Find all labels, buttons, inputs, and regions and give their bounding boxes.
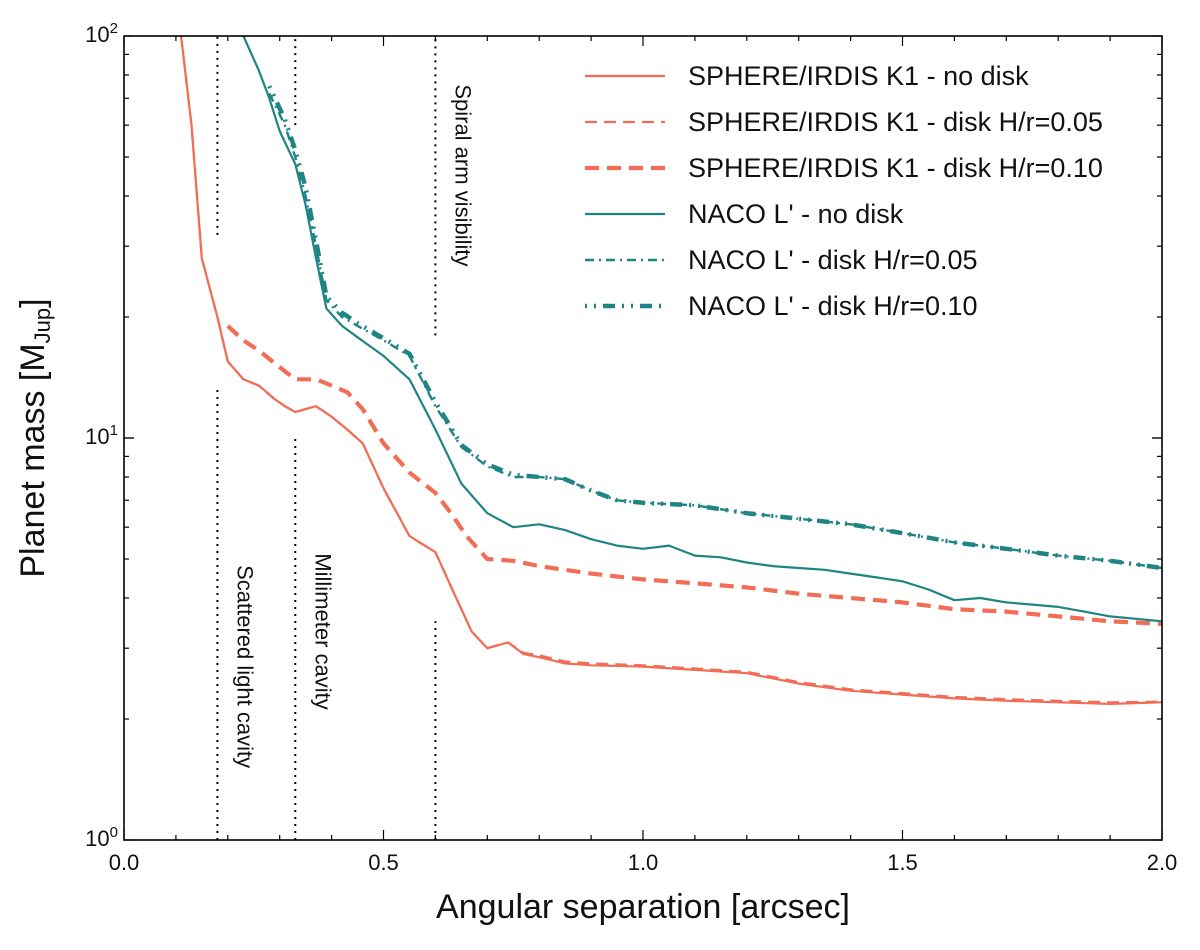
annotation-label: Spiral arm visibility [450, 84, 475, 266]
legend-label: SPHERE/IRDIS K1 - disk H/r=0.05 [688, 107, 1103, 137]
y-tick-base: 10 [85, 424, 109, 449]
legend-label: NACO L' - no disk [688, 199, 904, 229]
x-tick-label: 1.5 [887, 850, 918, 875]
y-axis-label-subscript: Jup [30, 308, 55, 343]
y-tick-label: 101 [85, 422, 118, 449]
x-tick-label: 0.5 [368, 850, 399, 875]
series-line-3 [226, 324, 1163, 626]
x-axis-label: Angular separation [arcsec] [436, 888, 850, 926]
legend: SPHERE/IRDIS K1 - no disk SPHERE/IRDIS K1… [585, 61, 1103, 321]
y-tick-base: 10 [85, 826, 109, 851]
series-line-6 [267, 85, 1163, 571]
annotation-lines: Scattered light cavity Millimeter cavity S… [216, 36, 475, 840]
annotation-label: Millimeter cavity [310, 553, 335, 709]
y-tick-base: 10 [85, 22, 109, 47]
x-tick-label: 0.0 [109, 850, 140, 875]
y-tick-exponent: 1 [110, 422, 118, 439]
series-line-4 [242, 35, 1163, 623]
legend-label: NACO L' - disk H/r=0.05 [688, 245, 978, 275]
y-tick-exponent: 0 [110, 824, 118, 841]
y-tick-label: 102 [85, 20, 118, 47]
annotation-label: Scattered light cavity [232, 565, 257, 768]
series-line-1 [180, 35, 1163, 706]
y-axis-label-main: Planet mass [M [14, 343, 52, 577]
legend-label: NACO L' - disk H/r=0.10 [688, 291, 978, 321]
y-tick-exponent: 2 [110, 20, 118, 37]
y-tick-label: 100 [85, 824, 118, 851]
data-series [180, 35, 1163, 706]
y-axis-label: Planet mass [MJup] [14, 298, 55, 577]
x-tick-label: 1.0 [628, 850, 659, 875]
y-axis-label-close: ] [14, 298, 52, 307]
plot-frame [123, 35, 1163, 841]
legend-label: SPHERE/IRDIS K1 - no disk [688, 61, 1029, 91]
legend-label: SPHERE/IRDIS K1 - disk H/r=0.10 [688, 153, 1103, 183]
series-line-2 [180, 35, 1163, 704]
x-tick-label: 2.0 [1147, 850, 1178, 875]
